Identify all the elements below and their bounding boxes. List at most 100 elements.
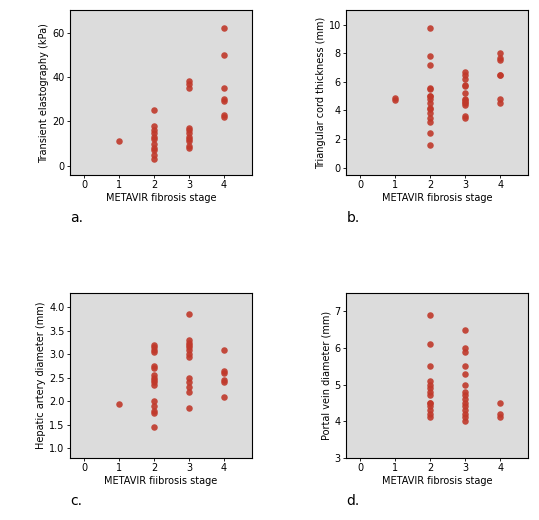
Point (150, 343, 158, 352)
Point (150, 146, 158, 154)
Point (150, 133, 158, 141)
Point (185, 343, 194, 352)
X-axis label: METAVIR fibrosis stage: METAVIR fibrosis stage (382, 193, 493, 203)
Point (461, 399, 469, 407)
Y-axis label: Hepatic artery diameter (mm): Hepatic artery diameter (mm) (36, 302, 46, 449)
Point (150, 144, 158, 152)
Point (219, 50, 228, 59)
Point (150, 122, 158, 130)
Point (496, 56, 505, 64)
Point (461, 112, 469, 120)
Point (219, 84, 228, 93)
Point (426, 52, 434, 60)
Text: d.: d. (347, 494, 360, 508)
Point (496, 413, 505, 422)
Point (150, 423, 158, 431)
Point (426, 376, 434, 385)
Point (185, 133, 194, 141)
Point (115, 137, 123, 146)
Point (426, 109, 434, 118)
Point (461, 82, 469, 90)
Point (219, 393, 228, 401)
Point (461, 417, 469, 425)
Point (150, 376, 158, 384)
Point (185, 142, 194, 150)
Point (426, 362, 434, 370)
Point (426, 399, 434, 407)
Point (461, 81, 469, 89)
Point (461, 410, 469, 418)
Point (150, 371, 158, 380)
Point (219, 111, 228, 119)
Point (150, 139, 158, 148)
Point (219, 367, 228, 375)
Point (150, 397, 158, 406)
Point (219, 24, 228, 32)
Point (426, 85, 434, 93)
Point (150, 378, 158, 386)
Point (150, 106, 158, 114)
Point (219, 376, 228, 384)
Point (461, 95, 469, 103)
Point (185, 135, 194, 144)
Point (461, 99, 469, 108)
Point (185, 339, 194, 347)
Point (150, 345, 158, 354)
Point (185, 350, 194, 358)
Point (391, 96, 400, 105)
Point (185, 124, 194, 132)
Point (461, 380, 469, 388)
Point (185, 144, 194, 152)
Point (461, 89, 469, 97)
Point (426, 392, 434, 400)
X-axis label: METAVIR fiibrosis stage: METAVIR fiibrosis stage (105, 476, 218, 486)
Point (426, 83, 434, 92)
Y-axis label: Triangular cord thickness (mm): Triangular cord thickness (mm) (316, 17, 326, 168)
Point (185, 137, 194, 146)
Point (185, 388, 194, 396)
Point (150, 381, 158, 389)
Point (496, 49, 505, 57)
Point (219, 378, 228, 386)
Point (426, 60, 434, 69)
Point (185, 84, 194, 93)
Point (496, 71, 505, 79)
Point (461, 406, 469, 414)
Point (426, 406, 434, 414)
Point (426, 410, 434, 418)
Point (461, 100, 469, 109)
Point (461, 369, 469, 378)
Point (461, 395, 469, 404)
Point (426, 95, 434, 103)
Point (150, 364, 158, 372)
Point (150, 128, 158, 137)
Point (426, 99, 434, 108)
Point (219, 95, 228, 103)
Point (496, 71, 505, 79)
Point (150, 126, 158, 135)
Point (185, 353, 194, 361)
Point (185, 336, 194, 344)
Point (185, 310, 194, 318)
Point (185, 345, 194, 354)
Point (426, 399, 434, 407)
Text: c.: c. (70, 494, 82, 508)
X-axis label: METAVIR fibrosis stage: METAVIR fibrosis stage (382, 476, 493, 486)
Point (426, 388, 434, 396)
Point (496, 54, 505, 62)
Point (426, 380, 434, 388)
Point (461, 68, 469, 76)
Point (426, 105, 434, 113)
Point (219, 345, 228, 354)
Point (150, 155, 158, 163)
Point (426, 113, 434, 122)
Point (150, 348, 158, 356)
Point (426, 384, 434, 393)
Point (461, 362, 469, 370)
Point (150, 409, 158, 417)
Point (496, 410, 505, 418)
Point (150, 151, 158, 159)
Point (150, 402, 158, 410)
Point (150, 341, 158, 349)
Point (461, 96, 469, 105)
